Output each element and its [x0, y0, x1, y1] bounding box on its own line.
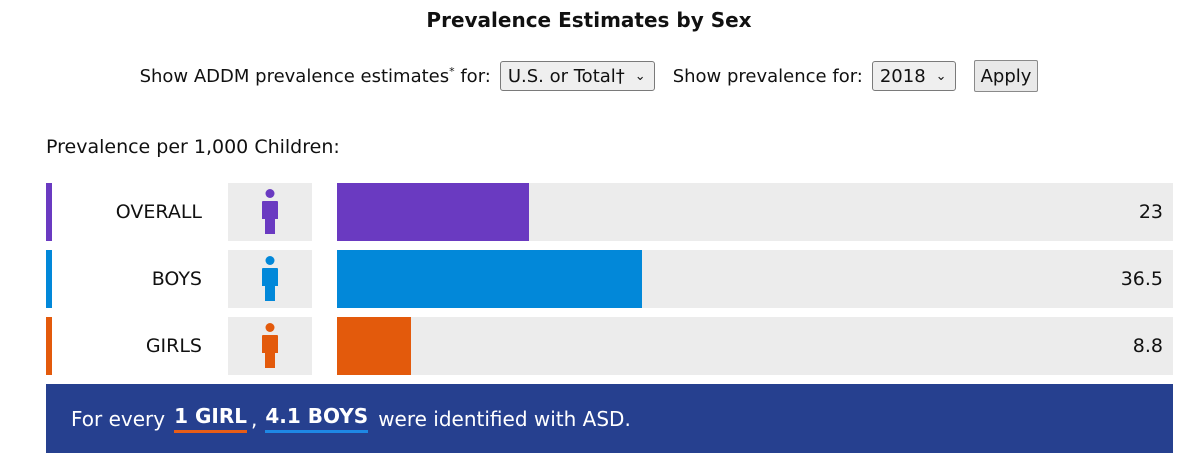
year-select-value: 2018 — [879, 65, 926, 87]
summary-prefix: For every — [71, 406, 166, 431]
region-select-value: U.S. or Total† — [507, 65, 625, 87]
chevron-down-icon: ⌄ — [935, 68, 947, 84]
region-select[interactable]: U.S. or Total† ⌄ — [499, 61, 655, 91]
year-select[interactable]: 2018 ⌄ — [871, 61, 956, 91]
summary-girl-ratio: 1 GIRL — [174, 404, 248, 433]
year-select-label: Show prevalence for: — [672, 65, 863, 87]
bar-track: 36.5 — [337, 250, 1173, 308]
bar-row-boys: BOYS 36.5 — [46, 250, 1173, 308]
category-label: OVERALL — [115, 201, 202, 223]
row-color-stripe — [46, 317, 52, 375]
category-label: BOYS — [151, 268, 202, 290]
bar-track: 8.8 — [337, 317, 1173, 375]
bar-row-overall: OVERALL 23 — [46, 183, 1173, 241]
chart-axis-label: Prevalence per 1,000 Children: — [46, 136, 340, 158]
icon-cell — [228, 183, 312, 241]
icon-cell — [228, 317, 312, 375]
chevron-down-icon: ⌄ — [634, 68, 646, 84]
data-label: 36.5 — [1120, 268, 1163, 290]
bar-boys — [337, 250, 642, 308]
data-label: 23 — [1138, 201, 1163, 223]
bar-girls — [337, 317, 411, 375]
summary-comma: , — [251, 406, 258, 431]
bar-row-girls: GIRLS 8.8 — [46, 317, 1173, 375]
bar-overall — [337, 183, 529, 241]
icon-cell — [228, 250, 312, 308]
category-label: GIRLS — [145, 335, 202, 357]
row-color-stripe — [46, 250, 52, 308]
row-color-stripe — [46, 183, 52, 241]
controls-bar: Show ADDM prevalence estimates* for: U.S… — [0, 60, 1178, 92]
bar-track: 23 — [337, 183, 1173, 241]
summary-boys-ratio: 4.1 BOYS — [265, 404, 369, 433]
summary-suffix: were identified with ASD. — [378, 406, 631, 431]
apply-button[interactable]: Apply — [973, 60, 1039, 92]
summary-banner: For every 1 GIRL, 4.1 BOYS were identifi… — [46, 384, 1173, 453]
region-select-label: Show ADDM prevalence estimates* for: — [139, 65, 491, 87]
data-label: 8.8 — [1132, 335, 1163, 357]
page-title: Prevalence Estimates by Sex — [426, 8, 752, 32]
